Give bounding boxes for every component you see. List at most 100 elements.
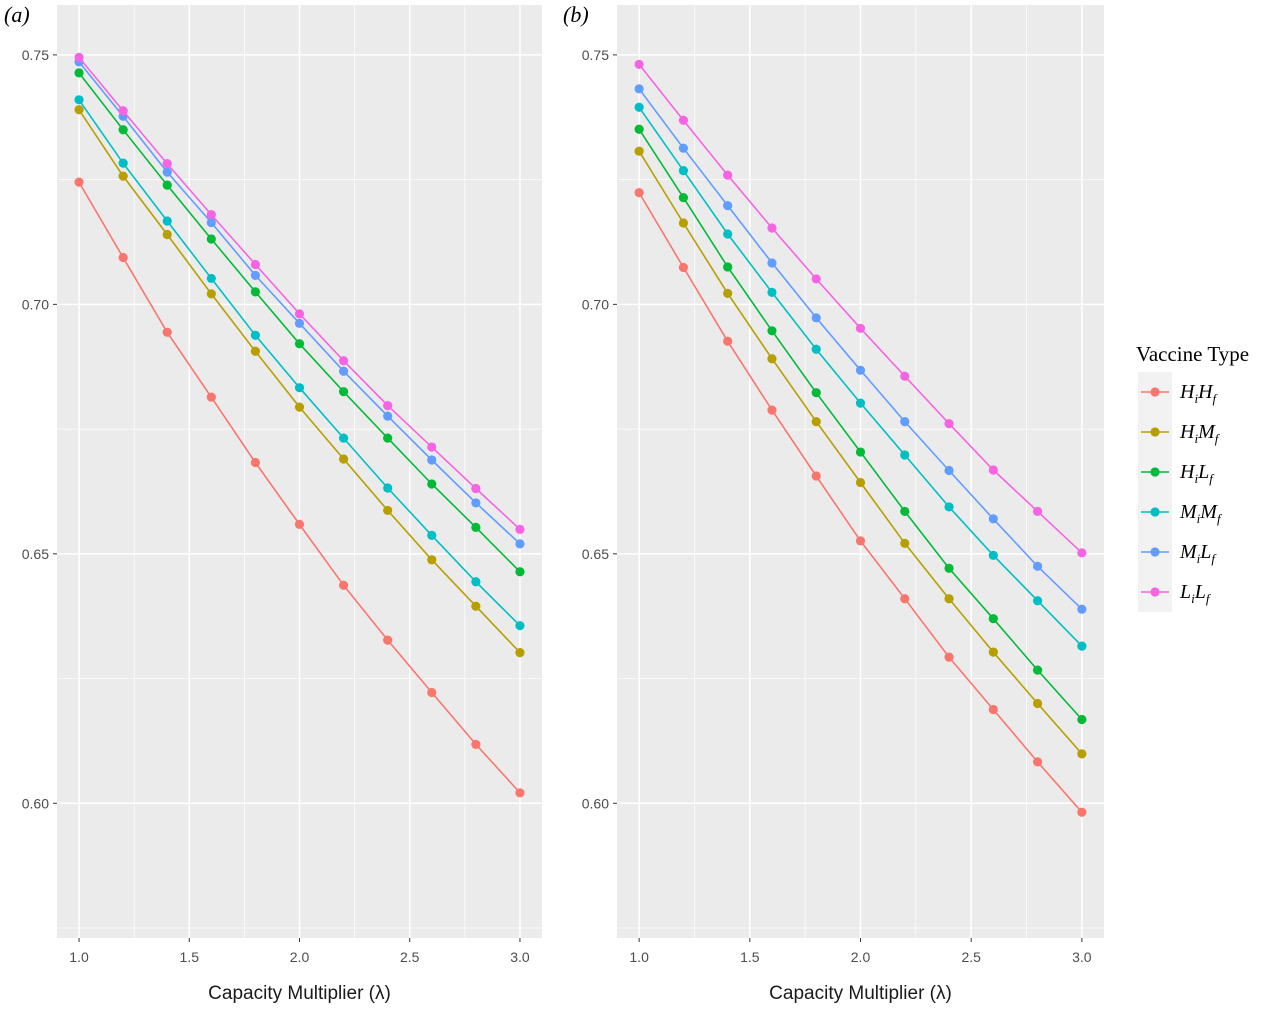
data-point [855, 365, 866, 375]
legend-main-1: M [1179, 541, 1198, 563]
data-point [767, 405, 777, 415]
legend-label: MiMf [1179, 501, 1223, 526]
data-point [855, 536, 866, 546]
legend-sub-2: f [1211, 551, 1217, 566]
legend-main-1: H [1179, 421, 1196, 443]
data-point [338, 387, 349, 397]
data-point [723, 288, 733, 298]
data-point [1077, 604, 1087, 614]
series-MiMf [74, 95, 525, 631]
data-point [162, 229, 172, 240]
legend-label: HiLf [1179, 461, 1215, 486]
y-tick-label: 0.70 [582, 296, 609, 312]
data-point [723, 170, 733, 180]
data-point [383, 635, 393, 645]
legend-item: HiHf [1138, 372, 1219, 412]
data-point [471, 577, 481, 587]
x-tick-label: 1.0 [629, 949, 649, 965]
data-point [383, 433, 393, 443]
series-HiLf [634, 124, 1087, 725]
data-point [118, 252, 128, 263]
legend-main-1: H [1179, 461, 1196, 483]
legend-key-point [1150, 587, 1160, 597]
series-HiLf [74, 68, 525, 577]
data-point [988, 614, 998, 624]
legend-sub-1: i [1197, 551, 1201, 566]
data-point [338, 433, 349, 443]
data-point [900, 538, 910, 548]
data-point [383, 411, 393, 421]
panel-label: (a) [4, 2, 30, 27]
y-tick-label: 0.60 [22, 795, 49, 811]
data-point [634, 59, 644, 69]
legend-main-2: M [1199, 501, 1218, 523]
data-point [383, 401, 393, 411]
series-HiHf [634, 187, 1087, 817]
legend-main-2: L [1194, 581, 1206, 603]
series-LiLf [74, 52, 525, 534]
legend-label: HiMf [1179, 421, 1221, 446]
legend-main-1: L [1179, 581, 1191, 603]
x-axis-title: Capacity Multiplier (λ) [208, 983, 391, 1004]
legend-sub-1: i [1191, 591, 1195, 606]
legend-main-1: H [1179, 381, 1196, 403]
legend-key-point [1150, 507, 1160, 517]
data-point [250, 457, 261, 468]
series-HiMf [74, 105, 525, 658]
x-tick-label: 2.0 [851, 949, 871, 965]
data-point [811, 471, 821, 481]
legend-item: MiMf [1138, 492, 1223, 532]
data-point [944, 502, 954, 512]
x-tick-label: 1.5 [740, 949, 760, 965]
data-point [723, 200, 733, 211]
data-point [427, 442, 437, 452]
data-point [515, 648, 525, 658]
data-point [471, 498, 481, 508]
data-point [162, 327, 172, 337]
data-point [1032, 596, 1043, 606]
data-point [250, 270, 261, 281]
data-point [678, 218, 689, 228]
data-point [900, 371, 910, 381]
series-MiLf [634, 84, 1087, 614]
data-point [678, 192, 689, 203]
data-point [855, 477, 866, 488]
data-point [678, 166, 689, 176]
data-point [988, 550, 998, 560]
data-point [338, 356, 349, 366]
data-point [767, 258, 777, 268]
data-point [338, 454, 349, 464]
data-point [250, 287, 261, 297]
data-point [723, 262, 733, 272]
y-tick-label: 0.65 [22, 546, 49, 562]
data-point [1077, 807, 1087, 817]
data-point [294, 402, 305, 412]
data-point [1032, 757, 1043, 767]
legend-item: LiLf [1138, 572, 1212, 612]
data-point [1032, 698, 1043, 709]
data-point [206, 392, 216, 402]
data-point [338, 580, 349, 590]
data-point [427, 479, 437, 489]
data-point [811, 274, 821, 284]
data-point [634, 84, 644, 94]
legend-main-1: M [1179, 501, 1198, 523]
data-point [206, 209, 216, 220]
legend-item: HiLf [1138, 452, 1215, 492]
data-point [811, 344, 821, 354]
data-point [944, 419, 954, 429]
legend-key-point [1150, 427, 1160, 437]
data-point [767, 326, 777, 336]
data-point [1032, 665, 1043, 675]
data-point [294, 309, 305, 319]
data-point [118, 106, 128, 116]
data-point [515, 621, 525, 631]
data-point [900, 594, 910, 604]
data-point [471, 522, 481, 532]
data-point [944, 594, 954, 604]
data-point [427, 530, 437, 540]
data-point [678, 115, 689, 125]
y-tick-label: 0.75 [22, 47, 49, 63]
data-point [294, 519, 305, 529]
x-tick-label: 1.0 [69, 949, 89, 965]
